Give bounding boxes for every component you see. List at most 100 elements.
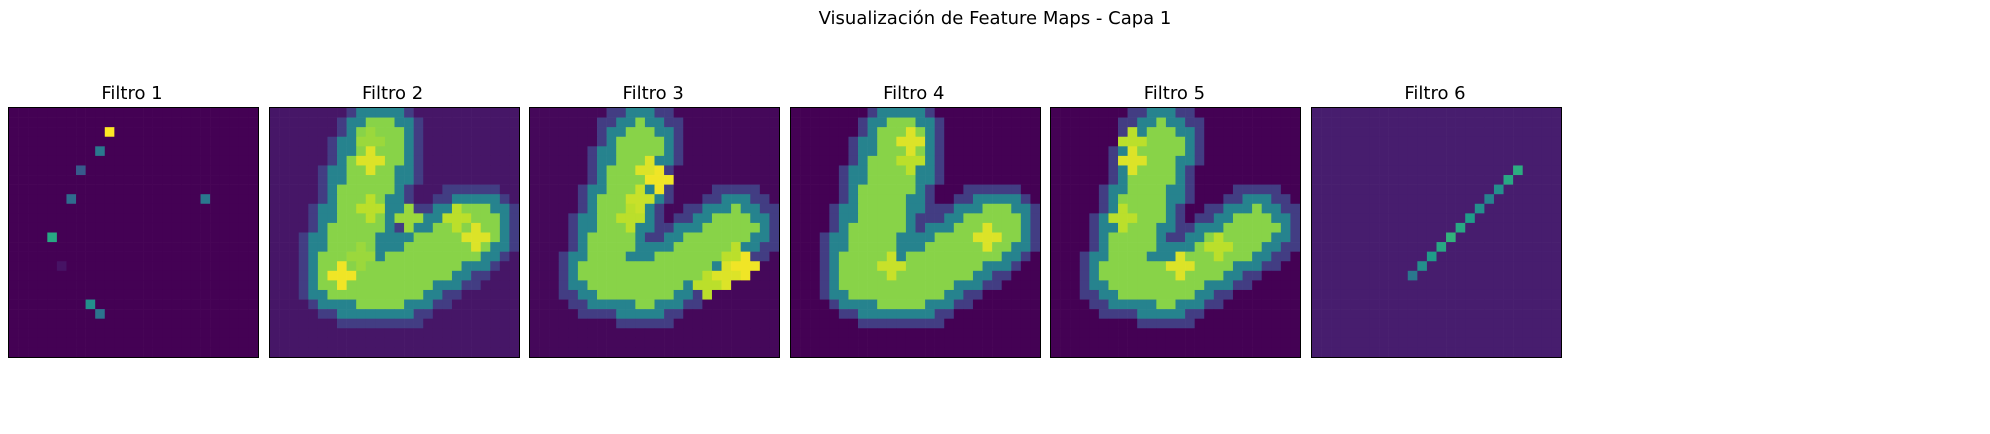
heatmap-cell bbox=[568, 309, 579, 319]
heatmap-cell bbox=[336, 108, 347, 118]
heatmap-cell bbox=[1350, 155, 1361, 166]
heatmap-cell bbox=[1350, 146, 1361, 157]
heatmap-cell bbox=[1060, 270, 1071, 281]
heatmap-cell bbox=[1379, 242, 1389, 252]
heatmap-cell bbox=[886, 280, 897, 291]
heatmap-cell bbox=[1551, 108, 1562, 118]
heatmap-cell bbox=[384, 155, 395, 166]
heatmap-cell bbox=[549, 270, 560, 281]
heatmap-cell bbox=[133, 222, 144, 233]
heatmap-cell bbox=[85, 251, 96, 262]
heatmap-cell bbox=[731, 232, 742, 243]
heatmap-cell bbox=[867, 309, 878, 319]
heatmap-cell bbox=[162, 309, 173, 319]
heatmap-cell bbox=[1233, 318, 1244, 329]
heatmap-cell bbox=[1465, 299, 1476, 310]
heatmap-cell bbox=[1089, 242, 1100, 252]
heatmap-cell bbox=[1290, 318, 1301, 329]
heatmap-cell bbox=[760, 108, 770, 118]
heatmap-cell bbox=[470, 280, 481, 291]
heatmap-cell bbox=[9, 203, 19, 214]
heatmap-cell bbox=[1175, 194, 1186, 205]
heatmap-cell bbox=[56, 146, 67, 157]
heatmap-cell bbox=[886, 309, 897, 319]
heatmap-cell bbox=[578, 289, 588, 300]
heatmap-cell bbox=[1513, 155, 1523, 166]
heatmap-cell bbox=[1080, 347, 1091, 358]
heatmap-cell bbox=[28, 175, 39, 185]
heatmap-cell bbox=[229, 347, 240, 358]
heatmap-cell bbox=[934, 203, 945, 214]
heatmap-cell bbox=[1388, 270, 1399, 281]
heatmap-cell bbox=[819, 117, 830, 128]
heatmap-cell bbox=[972, 194, 983, 205]
heatmap-cell bbox=[1108, 136, 1119, 147]
heatmap-cell bbox=[470, 251, 481, 262]
heatmap-cell bbox=[558, 127, 569, 138]
heatmap-cell bbox=[760, 251, 770, 262]
heatmap-cell bbox=[606, 309, 617, 319]
heatmap-cell bbox=[28, 146, 39, 157]
heatmap-cell bbox=[905, 194, 916, 205]
heatmap-cell bbox=[56, 289, 67, 300]
heatmap-cell bbox=[886, 222, 897, 233]
heatmap-cell bbox=[1128, 222, 1138, 233]
heatmap-cell bbox=[499, 261, 510, 272]
heatmap-cell bbox=[317, 318, 328, 329]
heatmap-cell bbox=[229, 318, 240, 329]
heatmap-cell bbox=[1214, 146, 1225, 157]
heatmap-cell bbox=[394, 127, 404, 138]
heatmap-cell bbox=[1108, 222, 1119, 233]
heatmap-cell bbox=[422, 280, 433, 291]
heatmap-cell bbox=[298, 136, 309, 147]
heatmap-cell bbox=[896, 194, 907, 205]
heatmap-cell bbox=[549, 213, 560, 224]
heatmap-cell bbox=[104, 108, 115, 118]
heatmap-cell bbox=[1166, 232, 1177, 243]
heatmap-cell bbox=[1108, 280, 1119, 291]
heatmap-cell bbox=[819, 270, 830, 281]
heatmap-cell bbox=[1417, 184, 1428, 195]
heatmap-cell bbox=[336, 232, 347, 243]
heatmap-cell bbox=[702, 136, 713, 147]
heatmap-cell bbox=[432, 232, 443, 243]
heatmap-cell bbox=[1312, 165, 1322, 176]
heatmap-cell bbox=[219, 213, 230, 224]
heatmap-cell bbox=[530, 299, 541, 310]
heatmap-cell bbox=[809, 146, 820, 157]
heatmap-cell bbox=[374, 165, 385, 176]
heatmap-cell bbox=[432, 213, 443, 224]
heatmap-cell bbox=[76, 222, 86, 233]
heatmap-cell bbox=[1455, 117, 1466, 128]
heatmap-cell bbox=[1426, 280, 1437, 291]
heatmap-cell bbox=[558, 232, 569, 243]
heatmap-cell bbox=[461, 222, 472, 233]
heatmap-cell bbox=[721, 232, 732, 243]
heatmap-cell bbox=[162, 203, 173, 214]
heatmap-cell bbox=[915, 280, 926, 291]
heatmap-cell bbox=[1030, 146, 1041, 157]
heatmap-cell bbox=[539, 175, 550, 185]
heatmap-cell bbox=[800, 127, 811, 138]
heatmap-cell bbox=[683, 184, 694, 195]
heatmap-cell bbox=[104, 117, 115, 128]
heatmap-cell bbox=[1060, 203, 1071, 214]
heatmap-cell bbox=[530, 184, 541, 195]
heatmap-cell bbox=[1426, 337, 1437, 348]
heatmap-cell bbox=[279, 146, 290, 157]
heatmap-cell bbox=[114, 242, 125, 252]
heatmap-cell bbox=[683, 251, 694, 262]
heatmap-cell bbox=[181, 165, 192, 176]
heatmap-cell bbox=[1513, 347, 1523, 358]
heatmap-cell bbox=[1166, 213, 1177, 224]
heatmap-cell bbox=[346, 213, 357, 224]
heatmap-cell bbox=[1185, 165, 1196, 176]
heatmap-cell bbox=[152, 222, 163, 233]
heatmap-cell bbox=[1214, 213, 1225, 224]
heatmap-cell bbox=[539, 318, 550, 329]
heatmap-cell bbox=[1070, 337, 1081, 348]
heatmap-cell bbox=[123, 289, 134, 300]
heatmap-cell bbox=[1465, 289, 1476, 300]
heatmap-cell bbox=[915, 318, 926, 329]
heatmap-cell bbox=[790, 232, 801, 243]
